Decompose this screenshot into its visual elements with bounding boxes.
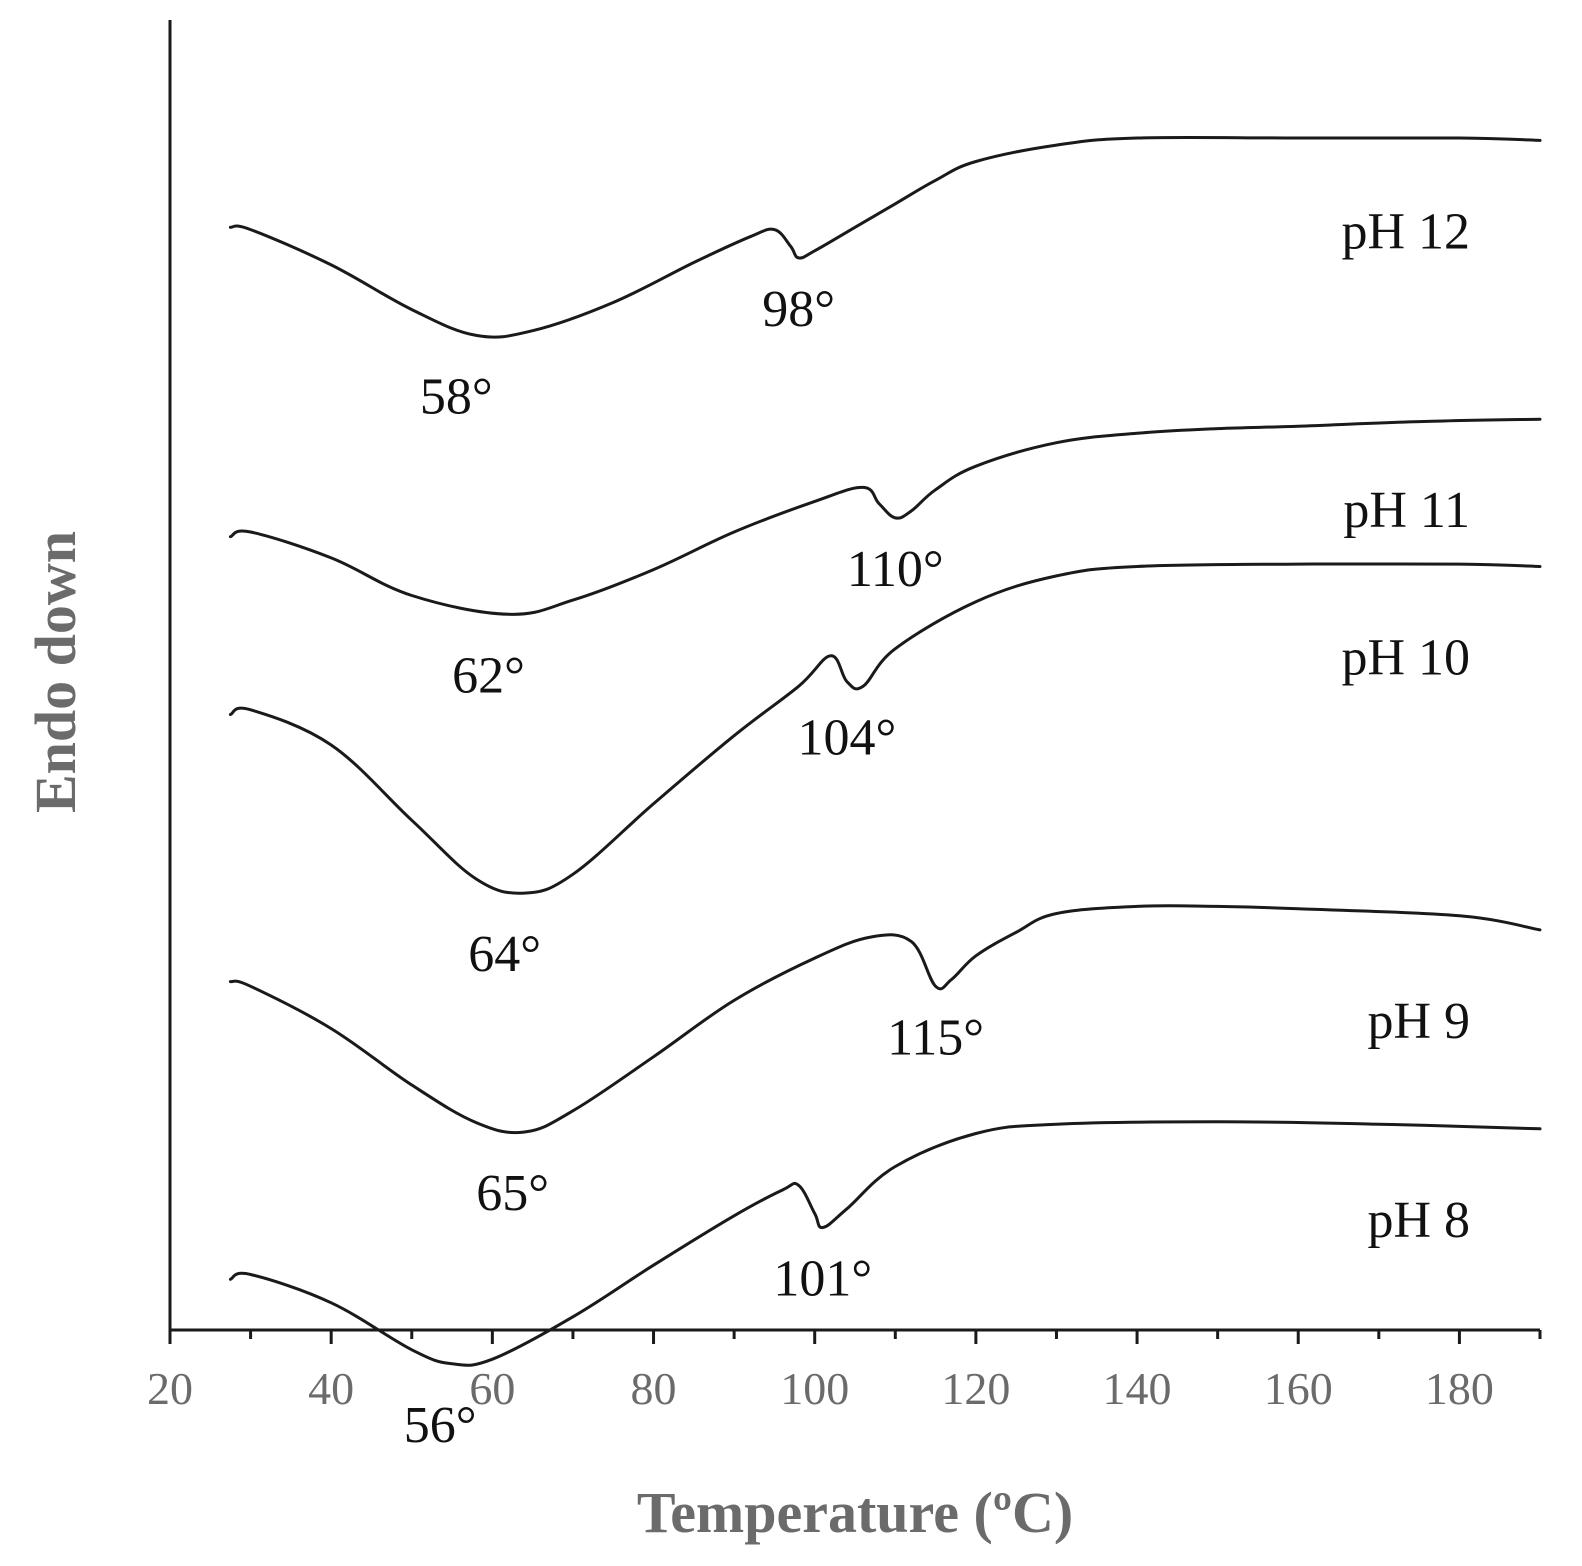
x-tick-label: 120 — [941, 1363, 1010, 1414]
trace-ph-9 — [228, 904, 1542, 1135]
trace-ph-12 — [228, 135, 1542, 339]
x-tick-label: 140 — [1103, 1363, 1172, 1414]
peak-annotation: 64° — [468, 926, 541, 983]
peak-annotation: 56° — [404, 1397, 477, 1454]
series-label: pH 9 — [1367, 993, 1470, 1050]
x-tick-label: 100 — [780, 1363, 849, 1414]
x-tick-label: 60 — [469, 1363, 515, 1414]
trace-ph-10 — [228, 562, 1542, 895]
dsc-traces — [228, 135, 1542, 1367]
peak-annotation: 110° — [847, 541, 944, 598]
peak-annotation: 115° — [887, 1009, 984, 1066]
peak-annotation: 101° — [773, 1251, 872, 1308]
peak-annotation: 58° — [420, 368, 493, 425]
x-tick-label: 20 — [147, 1363, 193, 1414]
x-tick-label: 40 — [308, 1363, 354, 1414]
peak-annotations: 58° 98° 62° 110° 64° 104° 65° 115° 56° 101° — [404, 281, 984, 1454]
y-axis-title: Endo down — [23, 531, 88, 813]
x-axis-ticks — [168, 1330, 1542, 1344]
series-label: pH 10 — [1341, 629, 1470, 686]
x-axis-title: Temperature (ºC) — [637, 1480, 1073, 1545]
peak-annotation: 62° — [452, 647, 525, 704]
peak-annotation: 65° — [476, 1165, 549, 1222]
series-labels: pH 12 pH 11 pH 10 pH 9 pH 8 — [1341, 203, 1470, 1249]
series-label: pH 8 — [1367, 1192, 1470, 1249]
x-tick-label: 180 — [1425, 1363, 1494, 1414]
series-label: pH 12 — [1341, 203, 1470, 260]
x-axis-tick-labels: 20 40 60 80 100 120 140 160 180 — [147, 1363, 1494, 1414]
trace-ph-11 — [228, 417, 1542, 616]
series-label: pH 11 — [1343, 482, 1470, 539]
x-tick-label: 160 — [1264, 1363, 1333, 1414]
peak-annotation: 98° — [762, 281, 835, 338]
peak-annotation: 104° — [798, 709, 897, 766]
x-tick-label: 80 — [631, 1363, 677, 1414]
trace-ph-8 — [228, 1120, 1542, 1367]
